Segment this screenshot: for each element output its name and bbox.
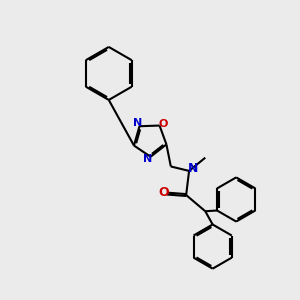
Text: N: N	[188, 162, 198, 175]
Text: O: O	[158, 119, 168, 129]
Text: N: N	[134, 118, 142, 128]
Text: N: N	[143, 154, 152, 164]
Text: O: O	[159, 187, 170, 200]
